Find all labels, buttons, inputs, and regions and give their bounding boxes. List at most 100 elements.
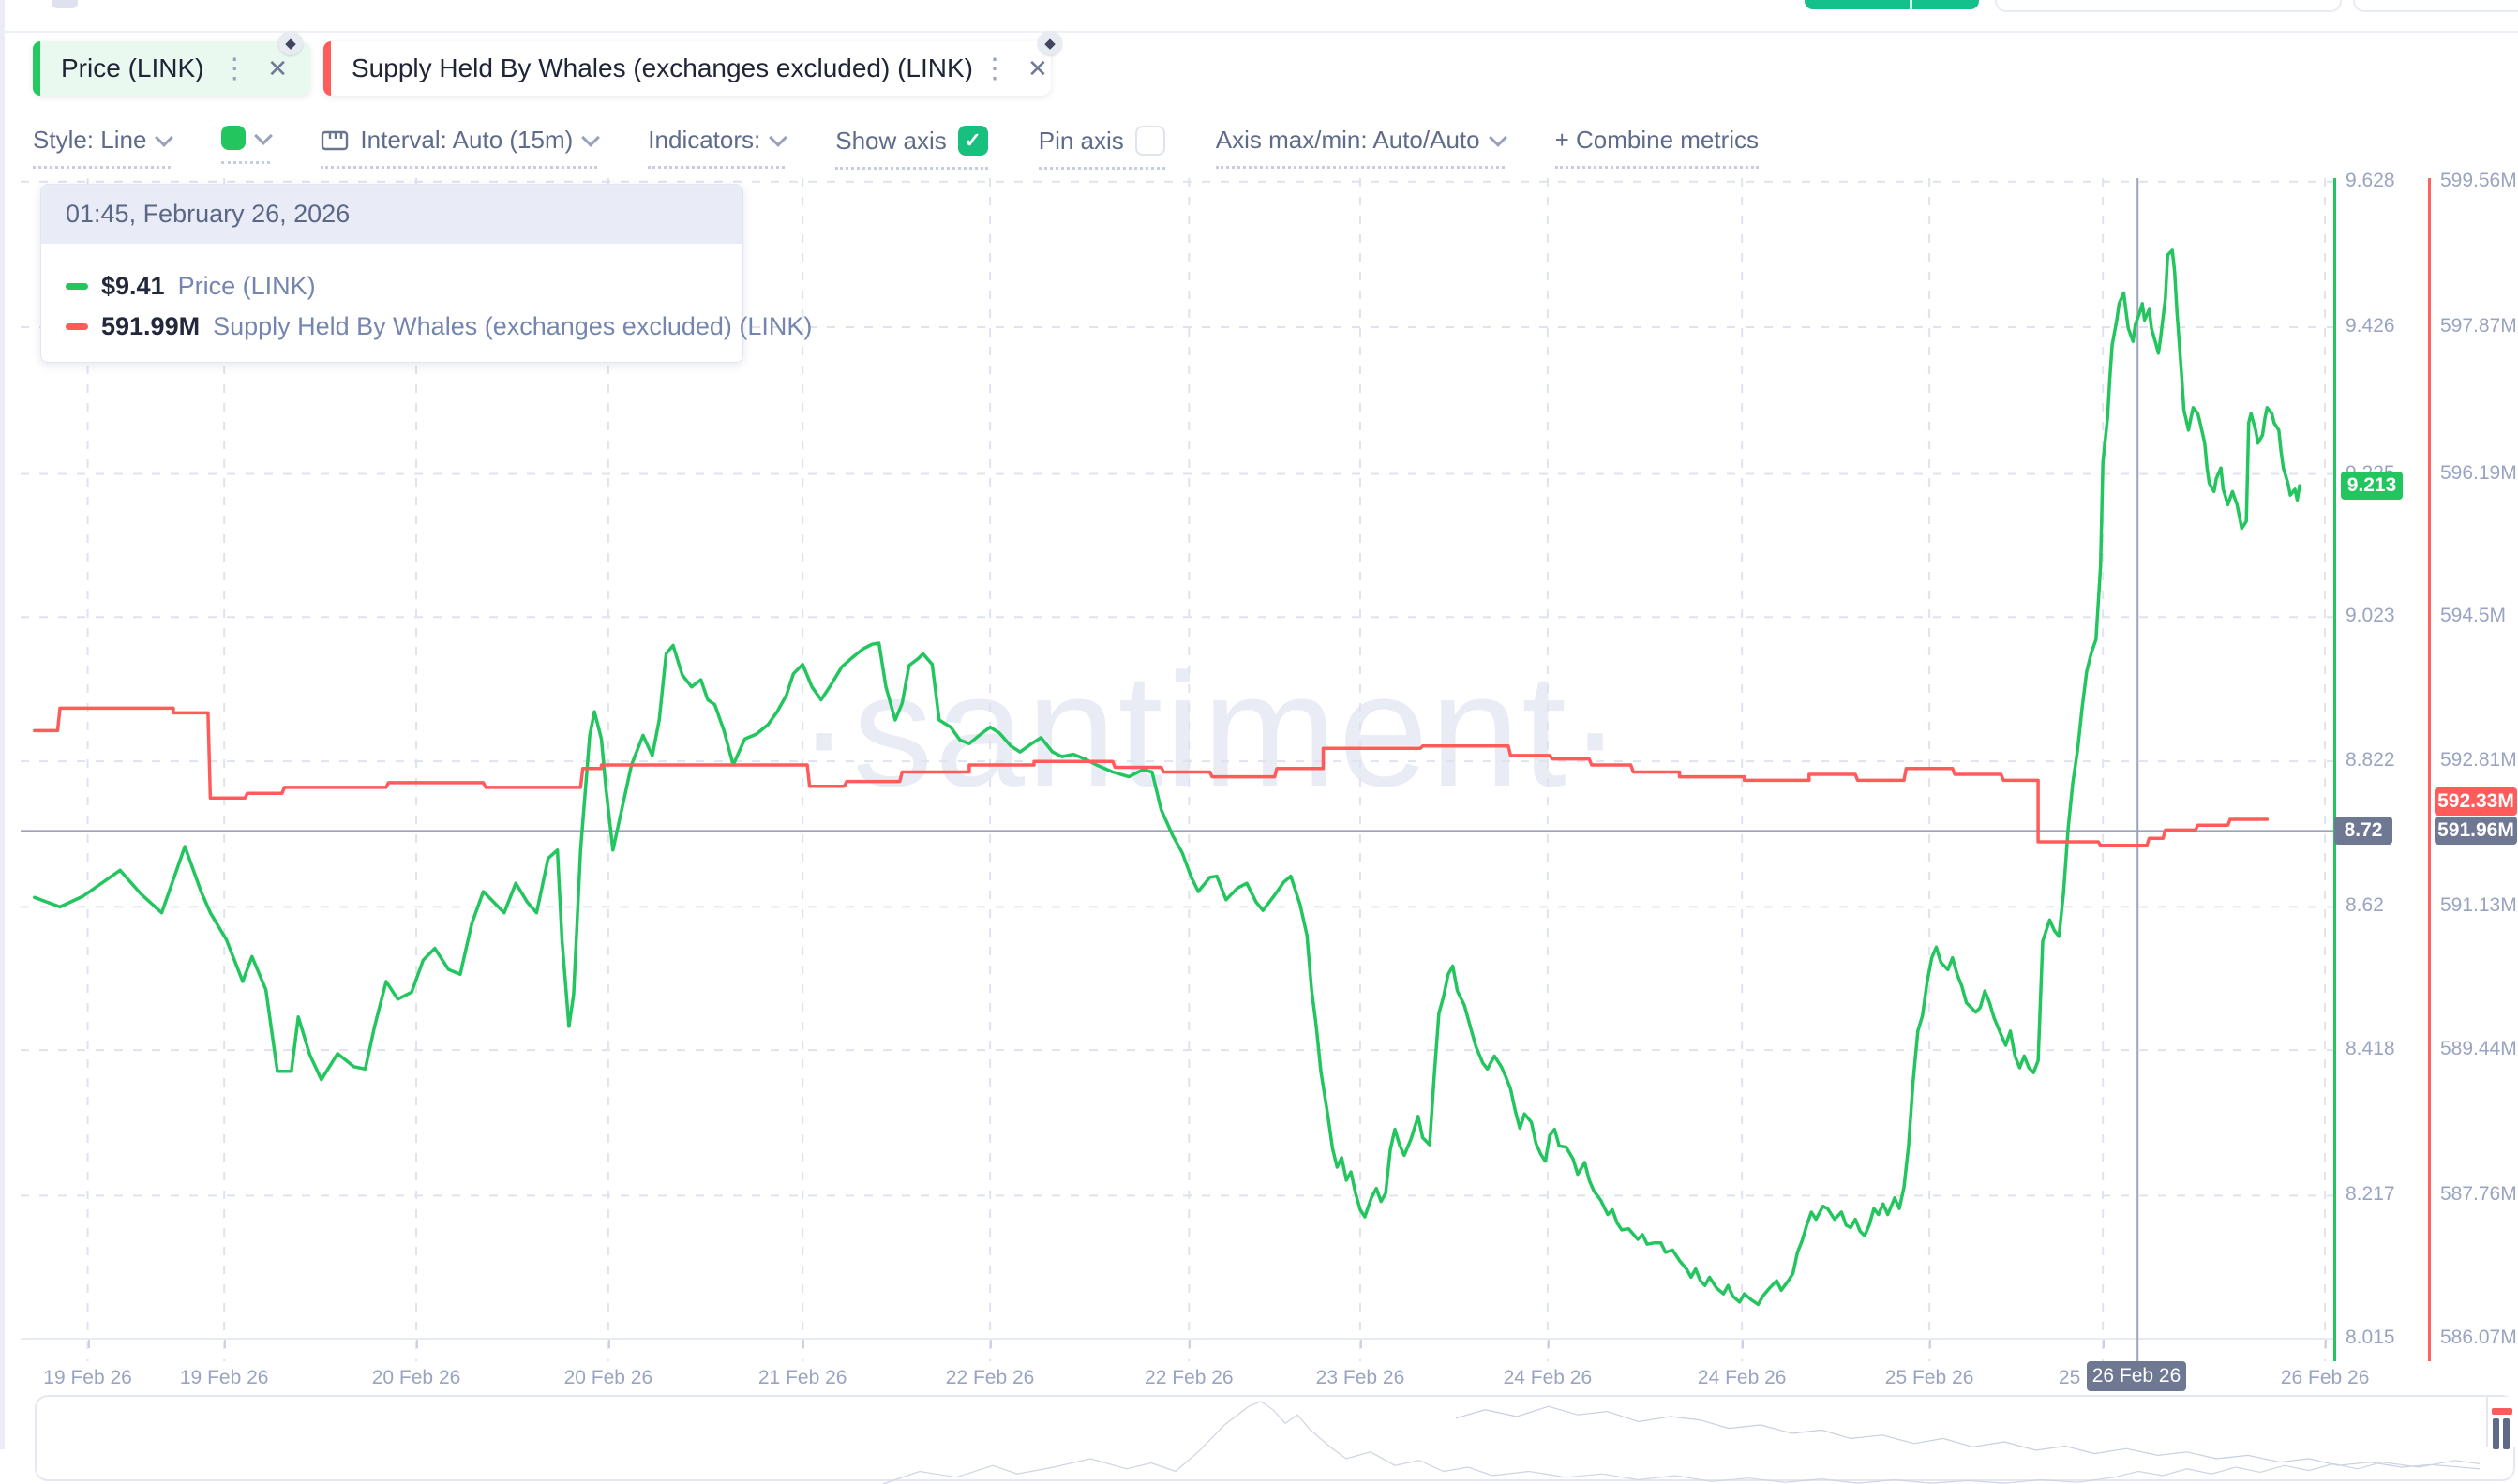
cutoff-button-1[interactable] — [1995, 0, 2342, 12]
x-tick-mark — [1359, 1340, 1362, 1348]
price-tick-label: 8.217 — [2346, 1183, 2395, 1206]
x-tick-mark — [990, 1340, 993, 1348]
cutoff-button-2[interactable] — [2353, 0, 2518, 12]
ruler-icon — [322, 130, 349, 150]
price-current-badge: 9.213 — [2341, 472, 2403, 500]
tab-price-link[interactable]: Price (LINK) ⋮ ✕ — [33, 41, 310, 96]
price-tick-label: 8.418 — [2346, 1038, 2395, 1060]
supply-tick-label: 597.87M — [2440, 315, 2517, 337]
x-tick-label: 21 Feb 26 — [757, 1367, 847, 1388]
green-dash-icon — [66, 283, 88, 290]
checkbox-checked[interactable]: ✓ — [957, 126, 988, 156]
cutoff-green-button[interactable] — [1805, 0, 1979, 9]
kebab-menu-icon[interactable]: ⋮ — [220, 52, 249, 84]
x-tick-label: 24 Feb 26 — [1697, 1367, 1787, 1388]
ethereum-icon: ◆ — [1038, 31, 1062, 55]
supply-axis-line — [2428, 178, 2431, 1361]
ethereum-icon: ◆ — [278, 31, 303, 55]
chevron-down-icon — [769, 128, 788, 147]
range-handle-grip[interactable] — [2493, 1418, 2499, 1449]
price-tick-label: 9.426 — [2346, 315, 2395, 337]
x-tick-label: 26 Feb 26 — [2280, 1367, 2370, 1388]
x-tick-label: 20 Feb 26 — [371, 1367, 461, 1388]
close-icon[interactable]: ✕ — [1027, 53, 1048, 82]
chart-plot[interactable] — [21, 178, 2334, 1361]
interval-selector[interactable]: Interval: Auto (15m) — [321, 126, 601, 169]
chevron-down-icon — [581, 128, 601, 147]
show-axis-toggle[interactable]: Show axis ✓ — [835, 126, 988, 170]
combine-metrics-button[interactable]: + Combine metrics — [1554, 126, 1760, 169]
tab-label: Price (LINK) — [61, 53, 204, 82]
x-tick-label: 19 Feb 26 — [179, 1367, 269, 1388]
indicators-selector[interactable]: Indicators: — [648, 126, 788, 169]
tooltip-timestamp: 01:45, February 26, 2026 — [41, 185, 742, 244]
price-tick-label: 9.628 — [2346, 169, 2395, 191]
range-handle-red-bar[interactable] — [2492, 1408, 2512, 1415]
kebab-menu-icon[interactable]: ⋮ — [980, 52, 1009, 84]
tooltip-row-supply: 591.99M Supply Held By Whales (exchanges… — [66, 312, 812, 341]
price-tick-label: 8.62 — [2346, 894, 2384, 917]
top-left-pill — [52, 0, 78, 8]
supply-tick-label: 596.19M — [2440, 461, 2517, 484]
x-tick-label: 22 Feb 26 — [945, 1367, 1035, 1388]
chevron-down-icon — [155, 128, 174, 147]
axis-maxmin-selector[interactable]: Axis max/min: Auto/Auto — [1215, 126, 1507, 169]
supply-tick-label: 592.81M — [2440, 749, 2517, 772]
green-swatch — [221, 126, 247, 150]
chart-tooltip: 01:45, February 26, 2026 $9.41 Price (LI… — [40, 184, 812, 363]
x-tick-label: 23 Feb 26 — [1315, 1367, 1405, 1388]
price-axis-line — [2333, 178, 2336, 1361]
price-tick-label: 8.822 — [2346, 749, 2395, 772]
checkbox-unchecked[interactable] — [1134, 126, 1165, 156]
close-icon[interactable]: ✕ — [267, 53, 288, 82]
supply-tick-label: 589.44M — [2440, 1038, 2517, 1060]
tooltip-price-name: Price (LINK) — [177, 272, 316, 300]
supply-tick-label: 599.56M — [2440, 169, 2517, 191]
x-tick-mark — [802, 1340, 805, 1348]
x-tick-label: 22 Feb 26 — [1145, 1367, 1234, 1388]
tooltip-price-value: $9.41 — [101, 272, 165, 300]
color-swatch-selector[interactable] — [221, 126, 274, 164]
x-tick-mark — [416, 1340, 419, 1348]
tooltip-supply-value: 591.99M — [101, 312, 201, 340]
supply-current-badge: 592.33M — [2435, 787, 2517, 816]
x-tick-label: 25 Feb 26 — [1884, 1367, 1974, 1388]
style-selector[interactable]: Style: Line — [33, 126, 174, 169]
x-tick-mark — [1929, 1340, 1932, 1348]
x-tick-mark — [87, 1340, 90, 1348]
supply-tick-label: 591.13M — [2440, 894, 2517, 917]
range-preview-sparklines — [42, 1400, 2480, 1484]
price-tick-label: 9.023 — [2346, 605, 2395, 627]
supply-tick-label: 587.76M — [2440, 1183, 2517, 1206]
x-tick-mark — [2103, 1340, 2106, 1348]
x-tick-label: 24 Feb 26 — [1503, 1367, 1593, 1388]
x-tick-mark — [224, 1340, 227, 1348]
x-tick-mark — [1189, 1340, 1192, 1348]
x-tick-label: 20 Feb 26 — [563, 1367, 653, 1388]
range-handle-grip[interactable] — [2503, 1418, 2510, 1449]
x-tick-mark — [1742, 1340, 1745, 1348]
price-crosshair-badge: 8.72 — [2334, 817, 2392, 845]
chevron-down-icon — [1488, 128, 1507, 147]
tooltip-row-price: $9.41 Price (LINK) — [66, 272, 718, 301]
x-tick-mark — [2325, 1340, 2328, 1348]
left-gutter — [0, 0, 5, 1449]
x-tick-label: 19 Feb 26 — [43, 1367, 132, 1388]
pin-axis-toggle[interactable]: Pin axis — [1038, 126, 1165, 170]
chevron-down-icon — [254, 126, 274, 145]
tab-color-bar — [323, 41, 331, 96]
top-divider — [0, 31, 2518, 33]
x-tick-mark — [607, 1340, 610, 1348]
tooltip-supply-name: Supply Held By Whales (exchanges exclude… — [213, 312, 813, 340]
supply-crosshair-badge: 591.96M — [2435, 817, 2517, 845]
red-dash-icon — [66, 323, 88, 330]
date-crosshair-badge: 26 Feb 26 — [2087, 1361, 2186, 1391]
range-handle-column[interactable] — [2486, 1397, 2517, 1447]
tab-label: Supply Held By Whales (exchanges exclude… — [352, 53, 973, 82]
tab-supply-whales[interactable]: Supply Held By Whales (exchanges exclude… — [323, 41, 1051, 96]
chart-toolbar: Style: Line Interval: Auto (15m) Indicat… — [33, 126, 1760, 174]
supply-tick-label: 594.5M — [2440, 605, 2507, 627]
supply-tick-label: 586.07M — [2440, 1327, 2517, 1349]
x-tick-mark — [1547, 1340, 1550, 1348]
tab-color-bar — [33, 41, 40, 96]
